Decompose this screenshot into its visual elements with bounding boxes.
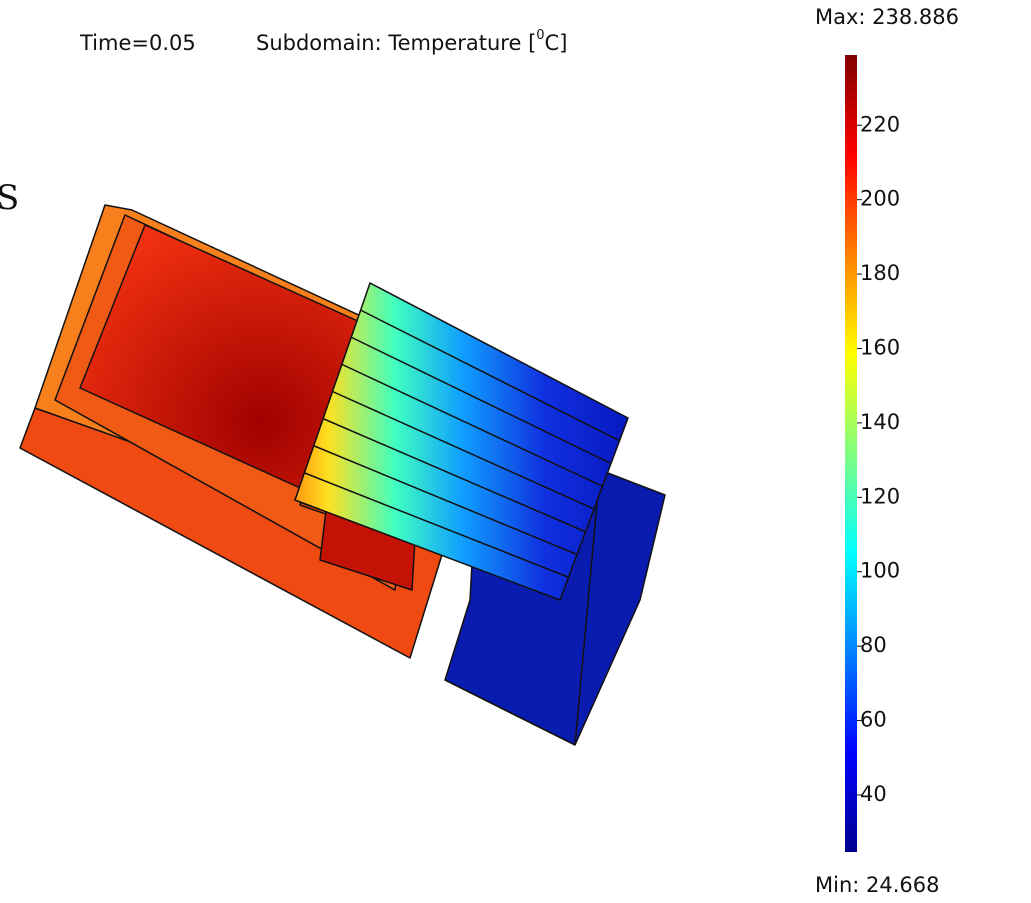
page: S Time=0.05 Subdomain: Temperature [0C] … (0, 0, 1031, 903)
tick-label: 60 (860, 708, 887, 732)
colorbar-min: Min: 24.668 (815, 873, 940, 897)
colorbar (845, 55, 857, 852)
time-label: Time=0.05 (79, 31, 196, 55)
tick-label: 80 (860, 633, 887, 657)
tick-label: 180 (860, 261, 900, 285)
geometry (20, 205, 665, 745)
colorbar-ticks: 40 60 80 100 120 140 160 180 200 220 (857, 112, 900, 806)
tick-label: 120 (860, 484, 900, 508)
tick-label: 200 (860, 187, 900, 211)
plot-title: Subdomain: Temperature [0C] (256, 28, 567, 56)
tick-label: 220 (860, 112, 900, 136)
tick-label: 40 (860, 782, 887, 806)
tick-label: 160 (860, 335, 900, 359)
tick-label: 100 (860, 559, 900, 583)
plot-window: S Time=0.05 Subdomain: Temperature [0C] … (0, 0, 1031, 903)
tick-label: 140 (860, 410, 900, 434)
colorbar-max: Max: 238.886 (815, 5, 959, 29)
edge-letter: S (0, 178, 19, 218)
